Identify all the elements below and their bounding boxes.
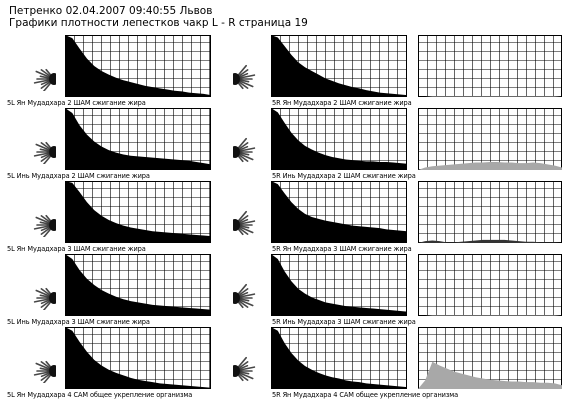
density-chart-right-2 [271,108,407,170]
caption-right-3: 5R Ян Мудадхара 3 ШАМ сжигание жира [272,245,412,253]
density-chart-left-2 [65,108,211,170]
density-area-left-5 [65,327,211,389]
caption-left-5: 5L Ян Мудадхара 4 САМ общее укрепление о… [7,391,193,399]
difference-area-right-2 [418,161,562,170]
caption-right-5: 5R Ян Мудадхара 4 САМ общее укрепление о… [272,391,459,399]
caption-right-1: 5R Ян Мудадхара 2 ШАМ сжигание жира [272,99,412,107]
density-chart-left-3 [65,181,211,243]
density-area-right-1 [271,35,407,97]
difference-grid-right-3 [418,181,562,243]
difference-grid-right-2 [418,108,562,170]
caption-left-4: 5L Инь Мудадхара 3 ШАМ сжигание жира [7,318,150,326]
caption-right-4: 5R Инь Мудадхара 3 ШАМ сжигание жира [272,318,416,326]
difference-chart-right-4 [418,254,562,316]
petal-image-left-5 [33,360,56,383]
caption-right-2: 5R Инь Мудадхара 2 ШАМ сжигание жира [272,172,416,180]
petal-image-right-2 [233,137,256,163]
density-area-right-2 [271,108,407,170]
density-area-left-1 [65,35,211,97]
header-line-2: Графики плотности лепестков чакр L - R с… [9,17,308,29]
petal-image-left-3 [33,214,56,237]
density-chart-right-3 [271,181,407,243]
density-chart-right-4 [271,254,407,316]
difference-chart-right-1 [418,35,562,97]
density-area-left-3 [65,181,211,243]
density-area-right-4 [271,254,407,316]
petal-image-right-3 [233,210,256,236]
density-chart-right-5 [271,327,407,389]
caption-left-1: 5L Ян Мудадхара 2 ШАМ сжигание жира [7,99,146,107]
difference-grid-right-4 [418,254,562,316]
caption-left-2: 5L Инь Мудадхара 2 ШАМ сжигание жира [7,172,150,180]
difference-chart-right-2 [418,108,562,170]
difference-chart-right-3 [418,181,562,243]
petal-image-right-4 [233,283,256,309]
density-area-right-5 [271,327,407,389]
density-area-left-4 [65,254,211,316]
density-area-left-2 [65,108,211,170]
difference-area-right-5 [418,361,562,389]
difference-area-right-3 [418,239,562,243]
density-chart-right-1 [271,35,407,97]
difference-grid-right-1 [418,35,562,97]
difference-chart-right-5 [418,327,562,389]
density-chart-left-4 [65,254,211,316]
petal-image-right-5 [233,356,256,382]
petal-image-left-4 [33,287,56,310]
density-chart-left-1 [65,35,211,97]
caption-left-3: 5L Ян Мудадхара 3 ШАМ сжигание жира [7,245,146,253]
petal-image-left-1 [33,68,56,91]
petal-image-left-2 [33,141,56,164]
petal-image-right-1 [233,64,256,90]
difference-area-right-4 [418,315,562,316]
density-chart-left-5 [65,327,211,389]
header-line-1: Петренко 02.04.2007 09:40:55 Львов [9,5,213,17]
difference-area-right-1 [418,96,562,97]
density-area-right-3 [271,181,407,243]
